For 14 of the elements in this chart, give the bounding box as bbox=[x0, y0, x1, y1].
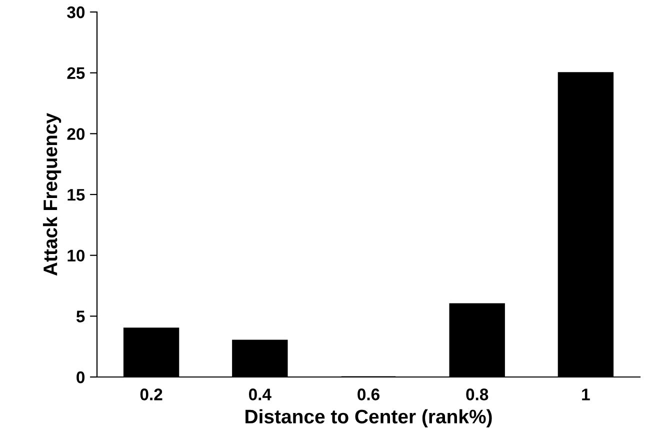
x-tick-label: 0.2 bbox=[140, 388, 162, 400]
y-tick-label: 20 bbox=[67, 128, 85, 140]
y-tick-label: 30 bbox=[67, 6, 85, 18]
y-tick-label: 25 bbox=[67, 67, 85, 80]
x-axis-title: Distance to Center (rank%) bbox=[246, 409, 492, 428]
x-tick-label: 0.6 bbox=[358, 388, 380, 400]
x-tick-label: 0.4 bbox=[248, 388, 272, 400]
y-tick-label: 5 bbox=[76, 310, 85, 322]
y-tick-label: 15 bbox=[68, 189, 85, 201]
y-tick-label: 0 bbox=[76, 371, 85, 384]
y-axis-title: Attack Frequency bbox=[42, 113, 62, 276]
y-tick-label: 10 bbox=[68, 250, 85, 262]
x-tick-label: 0.8 bbox=[466, 388, 488, 400]
x-tick-label: 1 bbox=[582, 388, 590, 400]
